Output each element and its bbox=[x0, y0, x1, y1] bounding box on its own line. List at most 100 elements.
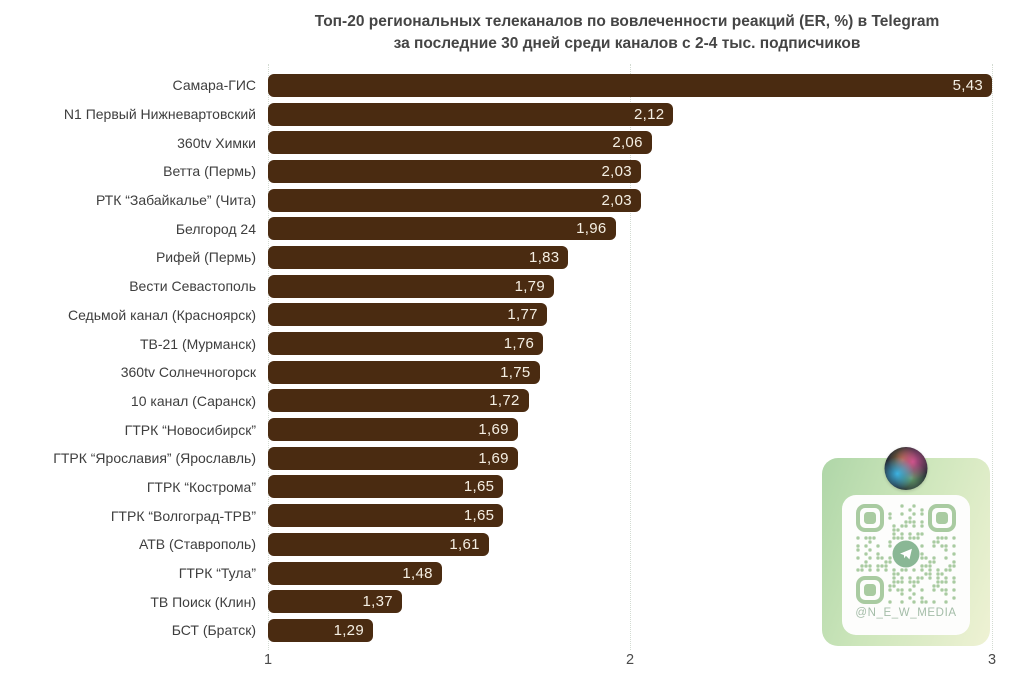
bar-track: 1,83 bbox=[268, 245, 992, 269]
value-label: 1,75 bbox=[500, 363, 531, 381]
bar-track: 1,72 bbox=[268, 389, 992, 413]
value-label: 2,12 bbox=[634, 105, 665, 123]
bar: 1,61 bbox=[268, 532, 489, 556]
bar-row: ТВ-21 (Мурманск) 1,76 bbox=[0, 329, 992, 358]
bar: 2,06 bbox=[268, 131, 652, 155]
bar-row: Седьмой канал (Красноярск) 1,77 bbox=[0, 301, 992, 330]
category-label: 10 канал (Саранск) bbox=[130, 392, 256, 409]
x-tick-1: 1 bbox=[263, 652, 273, 668]
value-label: 1,69 bbox=[478, 421, 509, 439]
bar-track: 1,77 bbox=[268, 303, 992, 327]
bar-row: Белгород 24 1,96 bbox=[0, 214, 992, 243]
bar: 1,72 bbox=[268, 389, 529, 413]
bar-row: Самара-ГИС 5,43 bbox=[0, 71, 992, 100]
telegram-icon bbox=[892, 540, 920, 568]
bar: 1,65 bbox=[268, 504, 504, 528]
category-label: Рифей (Пермь) bbox=[155, 249, 256, 266]
category-label: ГТРК “Волгоград-ТРВ” bbox=[110, 507, 256, 524]
category-label: ТВ Поиск (Клин) bbox=[150, 593, 256, 610]
value-label: 5,43 bbox=[952, 76, 983, 94]
category-label: ГТРК “Новосибирск” bbox=[124, 421, 256, 438]
bar: 1,69 bbox=[268, 446, 518, 470]
bar-track: 1,79 bbox=[268, 274, 992, 298]
category-label: ГТРК “Тула” bbox=[178, 565, 256, 582]
bar: 1,79 bbox=[268, 274, 554, 298]
bar-row: Рифей (Пермь) 1,83 bbox=[0, 243, 992, 272]
category-label: АТВ (Ставрополь) bbox=[138, 536, 256, 553]
gridline-3 bbox=[992, 64, 993, 650]
category-label: 360tv Солнечногорск bbox=[120, 364, 256, 381]
bar-track: 1,65 bbox=[268, 475, 992, 499]
bar-row: АТВ (Ставрополь) 1,61 bbox=[0, 530, 992, 559]
chart-title-line1: Топ-20 региональных телеканалов по вовле… bbox=[314, 13, 940, 30]
avatar bbox=[884, 447, 928, 490]
bar: 1,96 bbox=[268, 217, 616, 241]
value-label: 1,65 bbox=[463, 507, 495, 525]
gridline-1 bbox=[268, 64, 269, 650]
bar-row: Ветта (Пермь) 2,03 bbox=[0, 157, 992, 186]
bar-track: 2,03 bbox=[268, 159, 992, 183]
value-label: 2,03 bbox=[601, 162, 632, 180]
value-label: 1,37 bbox=[362, 593, 393, 611]
category-label: БСТ (Братск) bbox=[171, 622, 256, 639]
bar-row: ТВ Поиск (Клин) 1,37 bbox=[0, 587, 992, 616]
bar-track: 1,75 bbox=[268, 360, 992, 384]
bar: 2,12 bbox=[268, 102, 674, 126]
bar: 1,37 bbox=[268, 590, 402, 614]
bar: 1,48 bbox=[268, 561, 442, 585]
value-label: 1,29 bbox=[333, 621, 364, 639]
category-label: Белгород 24 bbox=[175, 220, 256, 237]
value-label: 1,76 bbox=[503, 335, 535, 353]
bar-track: 1,48 bbox=[268, 561, 992, 585]
bar-track: 1,29 bbox=[268, 618, 992, 642]
bar-row: ГТРК “Тула” 1,48 bbox=[0, 559, 992, 588]
gridline-2 bbox=[630, 64, 631, 650]
bar-row: 360tv Солнечногорск 1,75 bbox=[0, 358, 992, 387]
bar-track: 2,12 bbox=[268, 102, 992, 126]
value-label: 2,06 bbox=[612, 134, 643, 152]
category-label: 360tv Химки bbox=[177, 134, 256, 151]
value-label: 1,83 bbox=[529, 248, 560, 266]
bar: 1,76 bbox=[268, 332, 544, 356]
value-label: 1,69 bbox=[478, 449, 509, 467]
category-label: Самара-ГИС bbox=[172, 77, 256, 94]
bar: 1,83 bbox=[268, 245, 569, 269]
qr-code-icon bbox=[856, 504, 956, 604]
bar-track: 1,69 bbox=[268, 446, 992, 470]
bar-row: ГТРК “Кострома” 1,65 bbox=[0, 473, 992, 502]
category-label: N1 Первый Нижневартовский bbox=[63, 106, 256, 123]
qr-box: @N_E_W_MEDIA bbox=[842, 495, 970, 635]
value-label: 1,96 bbox=[576, 220, 607, 238]
bar: 1,29 bbox=[268, 618, 373, 642]
value-label: 1,72 bbox=[489, 392, 520, 410]
bar-row: ГТРК “Новосибирск” 1,69 bbox=[0, 415, 992, 444]
bar-track: 1,65 bbox=[268, 504, 992, 528]
category-label: ГТРК “Кострома” bbox=[146, 478, 256, 495]
bar-track: 1,69 bbox=[268, 418, 992, 442]
bar-row: N1 Первый Нижневартовский 2,12 bbox=[0, 100, 992, 129]
value-label: 1,79 bbox=[514, 277, 545, 295]
bar-track: 1,61 bbox=[268, 532, 992, 556]
x-tick-2: 2 bbox=[625, 652, 635, 668]
bar-row: 10 канал (Саранск) 1,72 bbox=[0, 387, 992, 416]
telegram-handle: @N_E_W_MEDIA bbox=[855, 607, 957, 619]
bar-row: БСТ (Братск) 1,29 bbox=[0, 616, 992, 645]
bar: 5,43 bbox=[268, 73, 992, 97]
bar-row: ГТРК “Ярославия” (Ярославль) 1,69 bbox=[0, 444, 992, 473]
category-label: Ветта (Пермь) bbox=[163, 163, 256, 180]
value-label: 1,61 bbox=[449, 535, 480, 553]
bar: 2,03 bbox=[268, 188, 641, 212]
bar: 2,03 bbox=[268, 159, 641, 183]
category-label: ТВ-21 (Мурманск) bbox=[139, 335, 256, 352]
category-label: Седьмой канал (Красноярск) bbox=[67, 306, 256, 323]
bar-row: Вести Севастополь 1,79 bbox=[0, 272, 992, 301]
telegram-watermark-card: @N_E_W_MEDIA bbox=[822, 447, 990, 646]
value-label: 2,03 bbox=[601, 191, 632, 209]
chart-title-line2: за последние 30 дней среди каналов с 2-4… bbox=[393, 35, 861, 52]
category-label: РТК “Забайкалье” (Чита) bbox=[95, 192, 256, 209]
bar-track: 1,76 bbox=[268, 332, 992, 356]
value-label: 1,65 bbox=[463, 478, 495, 496]
bar-track: 2,03 bbox=[268, 188, 992, 212]
bar: 1,77 bbox=[268, 303, 547, 327]
